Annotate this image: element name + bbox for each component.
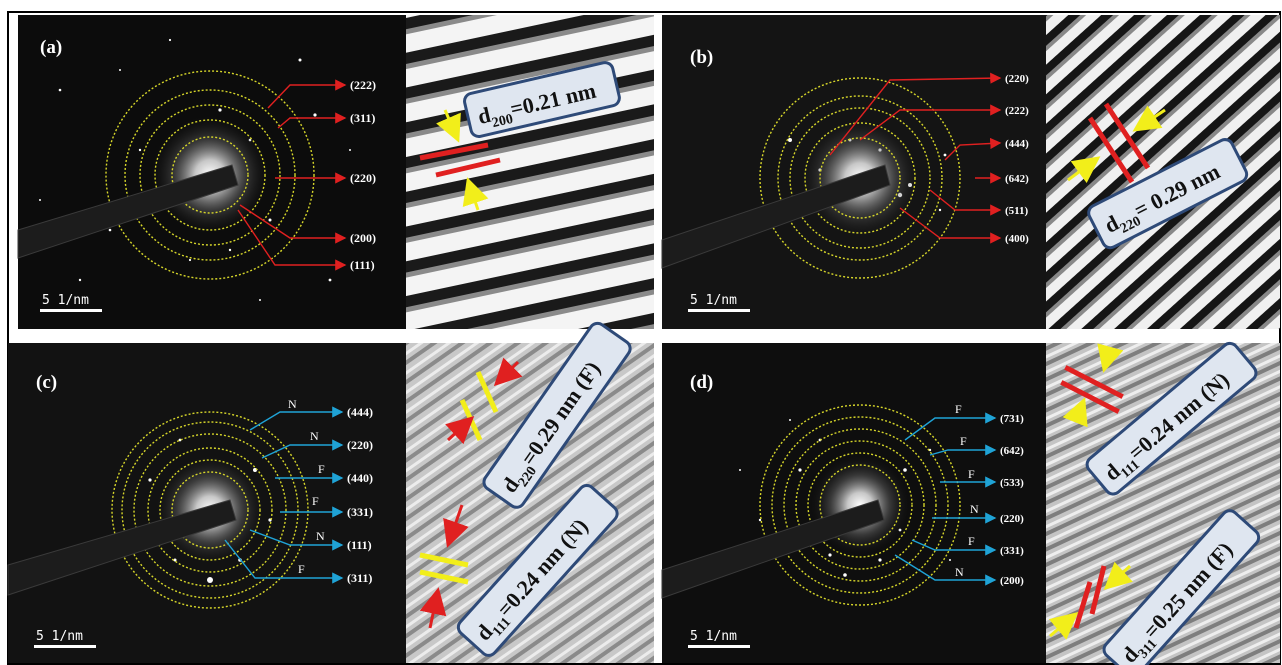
- panel-d-scale-label: 5 1/nm: [690, 629, 737, 644]
- panel-b-scale-label: 5 1/nm: [690, 293, 737, 308]
- panel-a-fringe-markers: [419, 109, 501, 211]
- panel-a-scale-bar: [40, 309, 102, 312]
- panel-d-phase-2: F: [960, 434, 967, 448]
- panel-c-phase-3: F: [318, 462, 325, 476]
- panel-b-fringe-markers: [1067, 102, 1166, 184]
- panel-d-phase-5: F: [968, 534, 975, 548]
- panel-d-beam-stopper: [661, 499, 885, 599]
- panel-b-label: (b): [690, 47, 713, 68]
- panel-c-plane-5: (111): [347, 538, 372, 552]
- panel-c-plane-2: (220): [347, 438, 373, 452]
- panel-a-label: (a): [40, 37, 62, 58]
- panel-d-phase-4: N: [970, 502, 979, 516]
- panel-b-scale-bar: [688, 309, 750, 312]
- panel-b: (b) (220) (222) (444) (642) (511) (400) …: [661, 15, 1280, 329]
- panel-b-plane-5: (511): [1005, 205, 1029, 217]
- panel-d-rings: [759, 404, 961, 606]
- panel-c: N N F F N F (c) (444) (220) (440) (331) …: [7, 321, 654, 663]
- panel-c-plane-1: (444): [347, 405, 373, 419]
- panel-d-phase-1: F: [955, 402, 962, 416]
- panel-c-plane-3: (440): [347, 471, 373, 485]
- panel-c-plane-6: (311): [347, 571, 372, 585]
- panel-c-fringe-markers: [419, 357, 523, 629]
- panel-a: (a) (222) (311) (220) (200) (111) 5 1/nm…: [17, 15, 654, 329]
- panel-a-plane-5: (111): [350, 258, 375, 272]
- panel-b-plane-2: (222): [1005, 105, 1029, 117]
- panel-d-arrows: [894, 412, 997, 586]
- panel-b-plane-3: (444): [1005, 138, 1029, 150]
- panel-a-scale-label: 5 1/nm: [42, 293, 89, 308]
- panel-b-spacing-box: d220= 0.29 nm: [1087, 138, 1249, 250]
- panel-c-phase-2: N: [310, 429, 319, 443]
- panel-d-plane-2: (642): [1000, 445, 1024, 457]
- panel-a-arrows: [237, 79, 347, 271]
- panel-c-beam-stopper: [7, 499, 237, 596]
- panel-d-phase-6: N: [955, 565, 964, 579]
- panel-c-phase-6: F: [298, 562, 305, 576]
- panel-d: F F F N F N (d) (731) (642) (533) (220) …: [661, 341, 1280, 665]
- panel-a-plane-1: (222): [350, 78, 376, 92]
- panel-b-beam-stopper: [661, 164, 891, 269]
- panel-a-beam-stopper: [17, 164, 239, 259]
- panel-c-scale-label: 5 1/nm: [36, 629, 83, 644]
- panel-c-plane-4: (331): [347, 505, 373, 519]
- panel-d-label: (d): [690, 372, 713, 393]
- panel-d-plane-4: (220): [1000, 513, 1024, 525]
- panel-a-rings: [105, 70, 315, 280]
- panel-a-plane-3: (220): [350, 171, 376, 185]
- panel-b-rings: [759, 77, 961, 279]
- panel-c-scale-bar: [34, 645, 96, 648]
- panel-d-plane-5: (331): [1000, 545, 1024, 557]
- panel-c-arrows: [224, 406, 344, 584]
- panel-d-plane-3: (533): [1000, 477, 1024, 489]
- panel-c-phase-1: N: [288, 397, 297, 411]
- panel-b-plane-4: (642): [1005, 173, 1029, 185]
- panel-d-phase-3: F: [968, 467, 975, 481]
- panel-b-arrows: [829, 72, 1002, 244]
- panel-c-phase-5: N: [316, 529, 325, 543]
- panel-b-plane-1: (220): [1005, 73, 1029, 85]
- panel-d-plane-1: (731): [1000, 413, 1024, 425]
- panel-c-label: (c): [36, 372, 57, 393]
- panel-c-rings: [111, 411, 309, 609]
- panel-a-plane-2: (311): [350, 111, 375, 125]
- panel-d-plane-6: (200): [1000, 575, 1024, 587]
- figure-border: [7, 11, 1281, 665]
- panel-d-scale-bar: [688, 645, 750, 648]
- panel-d-fringe-markers: [1048, 343, 1133, 640]
- panel-b-plane-6: (400): [1005, 233, 1029, 245]
- panel-a-plane-4: (200): [350, 231, 376, 245]
- panel-c-phase-4: F: [312, 494, 319, 508]
